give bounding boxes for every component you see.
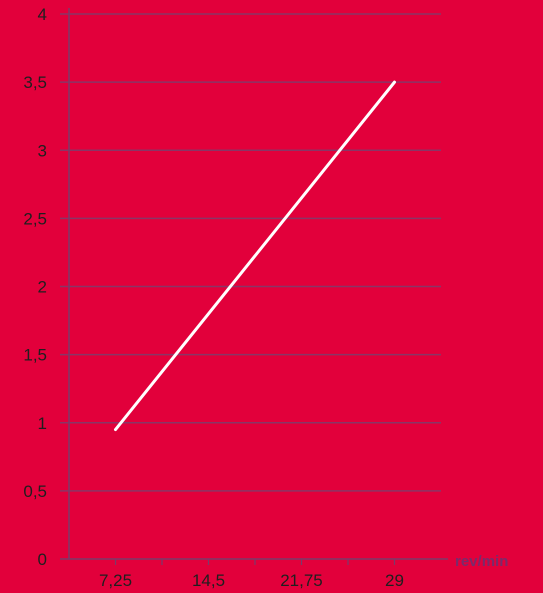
grid-lines [60, 13, 441, 492]
x-axis-unit-label: rev/min [455, 553, 508, 570]
x-tick-label: 21,75 [280, 571, 323, 590]
tick-labels: 0 0,5 1 1,5 2 2,5 3 3,5 4 7,25 14,5 21,75 29 [23, 5, 404, 590]
x-tick-label: 29 [385, 571, 404, 590]
y-tick-label: 0 [38, 550, 47, 569]
y-tick-label: 1 [38, 414, 47, 433]
x-tick-label: 14,5 [192, 571, 225, 590]
x-tick-label: 7,25 [99, 571, 132, 590]
y-tick-label: 4 [38, 5, 47, 24]
y-tick-label: 3 [38, 141, 47, 160]
y-tick-label: 2,5 [23, 209, 47, 228]
y-tick-label: 2 [38, 278, 47, 297]
axes [60, 8, 448, 565]
series-layer [114, 80, 396, 432]
y-tick-label: 1,5 [23, 346, 47, 365]
y-tick-label: 0,5 [23, 482, 47, 501]
series-line [114, 80, 396, 432]
y-tick-label: 3,5 [23, 73, 47, 92]
